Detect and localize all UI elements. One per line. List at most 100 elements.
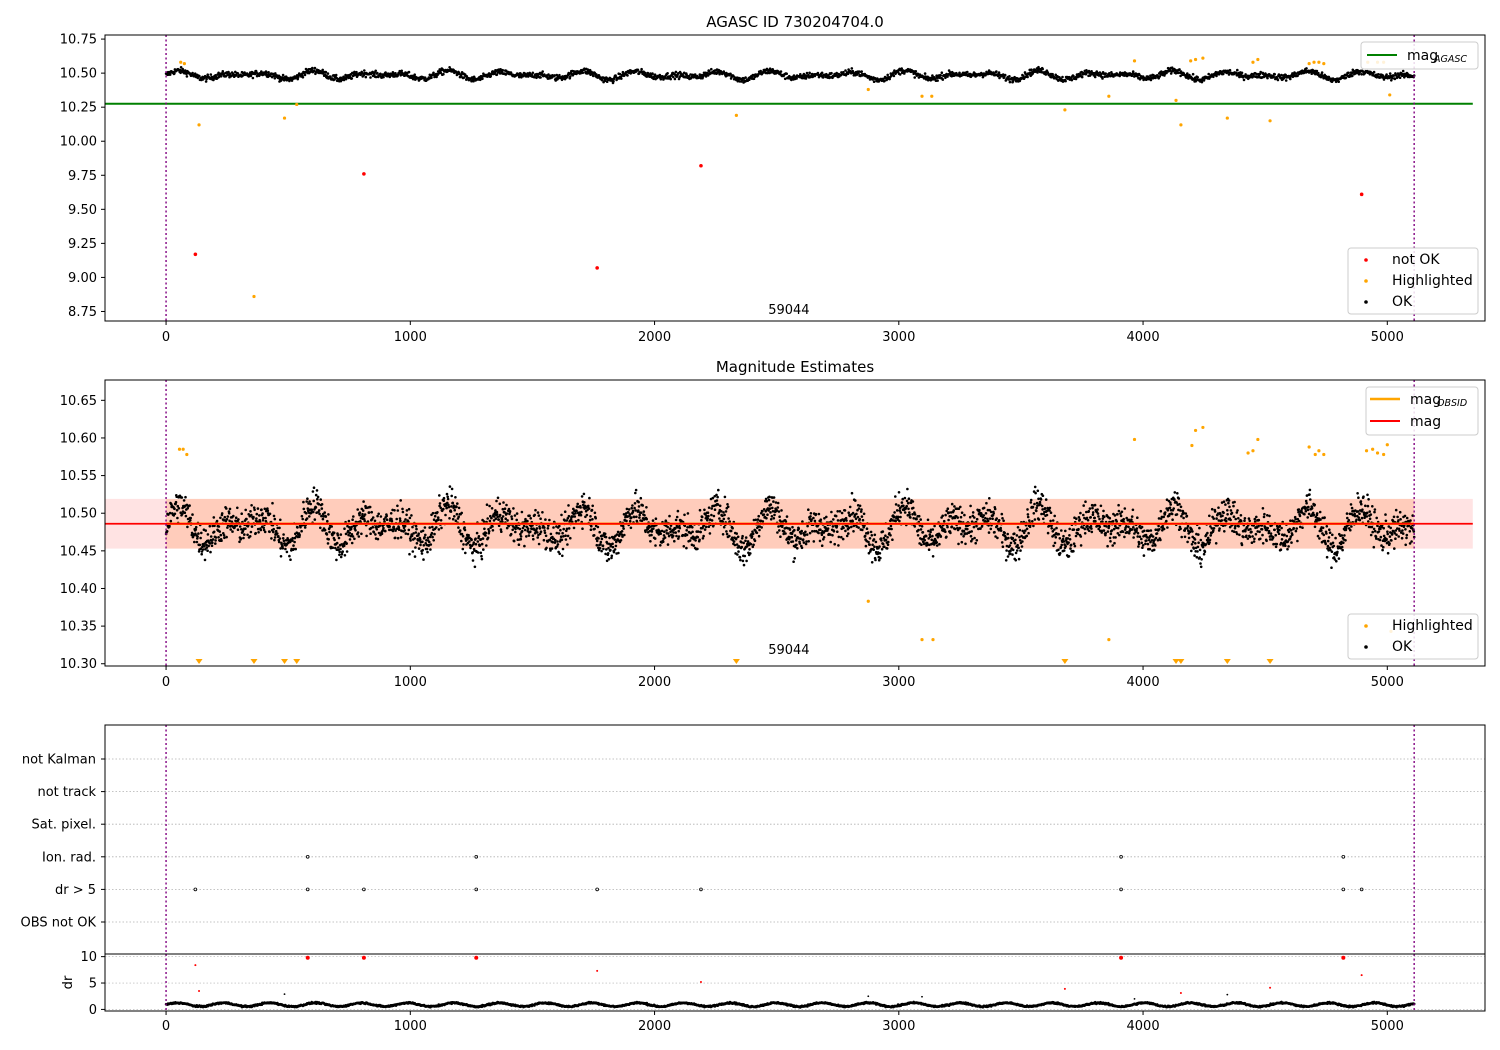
ok-point [1186,72,1189,75]
ok-point [1149,78,1153,82]
ok-point [600,78,604,82]
ok-point [722,511,725,514]
ok-point [500,518,504,521]
ok-point [645,517,648,521]
highlighted-point [1063,108,1067,112]
ok-point [685,73,689,77]
ok-point [1037,497,1040,501]
ok-point [581,71,585,75]
ok-point [610,556,613,560]
ok-point [999,526,1002,530]
ok-point [499,520,502,524]
ok-point [212,516,216,519]
ok-point [335,558,338,562]
ok-point [771,506,774,510]
ok-point [223,515,227,519]
ok-point [390,517,393,521]
ok-point [531,71,535,75]
ok-point [909,516,912,519]
ok-point [279,547,282,550]
ok-point [989,527,993,531]
ok-point [1393,77,1397,81]
ok-point [198,543,202,547]
ok-point [261,519,265,522]
ok-point [797,527,800,530]
ok-point [682,545,686,548]
ok-point [766,507,770,510]
ok-point [314,493,318,497]
ok-point [872,548,875,551]
ok-point [901,497,904,501]
ok-point [305,512,308,515]
ok-point [935,544,939,547]
ok-point [693,73,697,76]
ok-point [1104,72,1107,75]
ok-point [672,531,675,534]
ok-point [816,71,820,75]
ok-point [430,76,433,79]
ok-point [421,540,424,544]
highlighted-point [1322,62,1326,66]
ok-point [560,513,563,517]
ok-point [636,68,640,72]
ok-point [196,535,199,538]
ok-point [385,514,389,518]
ok-point [793,528,796,532]
ok-point [453,515,456,518]
ok-point [890,527,893,531]
ok-point [1347,71,1350,75]
ok-point [518,75,521,79]
ok-point [191,513,194,516]
ok-point [1003,73,1007,77]
ok-point [308,508,312,512]
ok-point [809,512,813,515]
ok-point [1018,535,1021,539]
ok-point [970,530,973,533]
ok-point [651,72,654,75]
ok-point [309,502,313,506]
ok-point [561,554,564,558]
ok-point [593,527,596,531]
ok-point [860,70,863,73]
ok-point [245,517,248,521]
ok-point [181,67,184,71]
ok-point [762,513,766,516]
ok-point [251,76,255,80]
ok-point [835,71,838,75]
ok-point [1021,529,1024,533]
ok-point [396,509,400,512]
ok-point [519,532,522,536]
highlighted-point [1251,60,1255,64]
ok-point [320,507,324,510]
ok-point [306,497,309,501]
ok-point [476,540,480,543]
ok-point [749,542,753,546]
ok-point [199,547,203,550]
ok-point [661,540,665,543]
ok-point [543,529,546,532]
ok-point [460,73,463,76]
ok-point [654,544,657,547]
ok-point [1052,544,1055,548]
ok-point [377,512,381,516]
ok-point [615,533,619,536]
ok-point [590,524,593,528]
ok-point [184,514,188,518]
ok-point [481,537,485,540]
ok-point [740,537,744,540]
ok-point [367,511,371,514]
ok-point [489,75,493,78]
panel1-plot-area [105,35,1473,321]
ok-point [589,528,593,531]
ok-point [423,526,427,529]
ok-point [617,551,620,555]
ok-point [222,534,226,537]
ok-point [1059,545,1063,549]
ok-point [685,533,689,537]
ok-point [555,545,559,548]
ok-point [193,540,196,544]
ok-point [619,539,623,542]
ok-point [776,506,780,509]
ok-point [701,537,705,540]
ok-point [847,532,850,535]
